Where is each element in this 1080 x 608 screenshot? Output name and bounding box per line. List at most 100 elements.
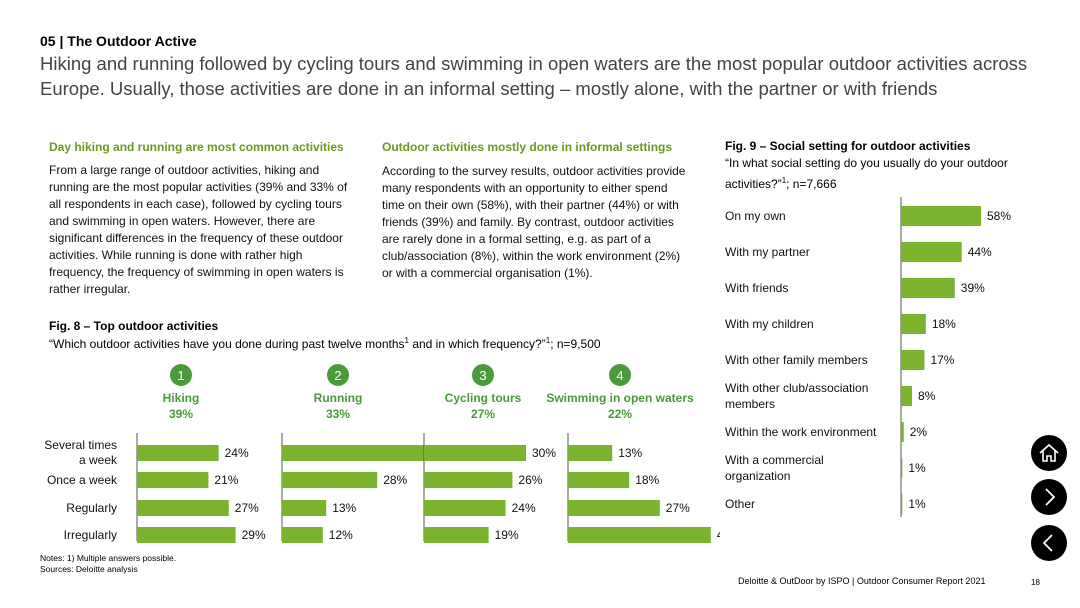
fig8-bar <box>137 500 229 516</box>
fig9-value-label: 1% <box>908 497 926 511</box>
notes-line-2: Sources: Deloitte analysis <box>40 564 138 574</box>
prev-button[interactable] <box>1031 525 1067 561</box>
home-button[interactable] <box>1031 435 1067 471</box>
activity-number-1: 1 <box>170 364 192 386</box>
fig9-category-label: On my own <box>725 209 786 223</box>
next-button[interactable] <box>1031 479 1067 515</box>
fig8-bar <box>568 472 630 488</box>
fig9-category-label: Other <box>725 497 755 511</box>
activity-label-1: Hiking 39% <box>101 390 261 422</box>
activity-share: 33% <box>325 407 351 421</box>
fig8-value-label: 27% <box>235 501 259 515</box>
activity-name: Hiking <box>162 391 200 405</box>
headline: Hiking and running followed by cycling t… <box>40 53 1028 99</box>
fig8-value-label: 42% <box>717 528 720 542</box>
fig9-category-label: With my partner <box>725 245 810 259</box>
fig9-bar <box>901 278 955 298</box>
fig8-bar <box>424 472 513 488</box>
fig8-bar <box>424 527 489 543</box>
fig8-value-label: 28% <box>383 473 407 487</box>
activity-share: 39% <box>168 407 194 421</box>
fig9-value-label: 1% <box>908 461 926 475</box>
notes: Notes: 1) Multiple answers possible. Sou… <box>40 553 176 575</box>
fig8-value-label: 19% <box>495 528 519 542</box>
fig9-bar <box>901 206 981 226</box>
fig9-value-label: 18% <box>932 317 956 331</box>
fig9-value-label: 39% <box>961 281 985 295</box>
fig8-bar <box>568 500 660 516</box>
fig9-bar <box>901 242 962 262</box>
fig8-category-label: Several times a week <box>44 438 118 467</box>
activity-label-2: Running 33% <box>258 390 418 422</box>
fig9-value-label: 2% <box>910 425 928 439</box>
activity-name: Swimming in open waters <box>546 391 694 405</box>
fig9-value-label: 8% <box>918 389 936 403</box>
activity-name: Running <box>313 391 363 405</box>
fig9-bar <box>901 350 925 370</box>
fig8-value-label: 24% <box>225 446 249 460</box>
fig8-value-label: 21% <box>214 473 238 487</box>
fig9-question: “In what social setting do you usually d… <box>725 156 1008 191</box>
col2-heading: Outdoor activities mostly done in inform… <box>382 140 673 154</box>
fig9-category-label: With friends <box>725 281 788 295</box>
fig9-category-label: With other family members <box>725 353 868 367</box>
activity-share: 22% <box>607 407 633 421</box>
fig8-bar <box>282 445 442 461</box>
notes-line-1: Notes: 1) Multiple answers possible. <box>40 553 177 563</box>
fig9-value-label: 17% <box>930 353 954 367</box>
fig9-value-label: 58% <box>987 209 1011 223</box>
fig9-category-label: With a commercial organization <box>725 453 824 483</box>
fig8-value-label: 24% <box>512 501 536 515</box>
fig8-value-label: 13% <box>618 446 642 460</box>
fig8-chart: Several times a week Once a week Regularly I… <box>44 433 720 543</box>
col1-heading: Day hiking and running are most common a… <box>49 140 344 154</box>
activity-label-4: Swimming in open waters 22% <box>540 390 700 422</box>
footer-source: Deloitte & OutDoor by ISPO | Outdoor Con… <box>738 576 986 586</box>
fig8-category-label: Regularly <box>66 501 117 515</box>
fig8-value-label: 18% <box>635 473 659 487</box>
fig8-value-label: 12% <box>329 528 353 542</box>
fig8-question: “Which outdoor activities have you done … <box>49 336 601 351</box>
fig9-category-label: With other club/association members <box>725 381 868 411</box>
col1-body: From a large range of outdoor activities… <box>49 163 348 296</box>
section-title: 05 | The Outdoor Active <box>40 33 197 49</box>
fig8-value-label: 27% <box>666 501 690 515</box>
activity-number-2: 2 <box>327 364 349 386</box>
chevron-right-icon <box>1045 488 1056 506</box>
fig9-bar <box>901 422 904 442</box>
fig9-bar <box>901 458 903 478</box>
fig8-bar <box>137 472 209 488</box>
activity-share: 27% <box>470 407 496 421</box>
fig8-bar <box>568 445 613 461</box>
fig9-bar <box>901 386 913 406</box>
activity-number-3: 3 <box>472 364 494 386</box>
chevron-left-icon <box>1042 534 1053 552</box>
fig8-value-label: 26% <box>518 473 542 487</box>
activity-name: Cycling tours <box>444 391 522 405</box>
fig9-chart: 58% On my own 44% With my partner 39% With fr… <box>725 197 1011 517</box>
fig9-bar <box>901 314 926 334</box>
fig8-bar <box>137 527 236 543</box>
fig8-bar <box>424 445 526 461</box>
fig9-title: Fig. 9 – Social setting for outdoor acti… <box>725 139 971 153</box>
fig9-category-label: With my children <box>725 317 814 331</box>
fig8-bar <box>282 500 327 516</box>
fig8-title: Fig. 8 – Top outdoor activities <box>49 319 219 333</box>
col2-body: According to the survey results, outdoor… <box>382 164 686 280</box>
page-number: 18 <box>1031 578 1040 587</box>
fig8-value-label: 30% <box>532 446 556 460</box>
home-icon <box>1039 443 1059 462</box>
fig8-value-label: 13% <box>332 501 356 515</box>
fig8-bar <box>137 445 219 461</box>
fig8-bar <box>282 472 378 488</box>
fig8-value-label: 29% <box>242 528 266 542</box>
fig8-category-label: Once a week <box>47 473 118 487</box>
activity-number-4: 4 <box>609 364 631 386</box>
activity-label-3: Cycling tours 27% <box>403 390 563 422</box>
fig9-value-label: 44% <box>968 245 992 259</box>
fig9-category-label: Within the work environment <box>725 425 877 439</box>
fig8-bar <box>282 527 323 543</box>
fig8-bar <box>568 527 711 543</box>
fig9-bar <box>901 494 903 514</box>
fig8-bar <box>424 500 506 516</box>
